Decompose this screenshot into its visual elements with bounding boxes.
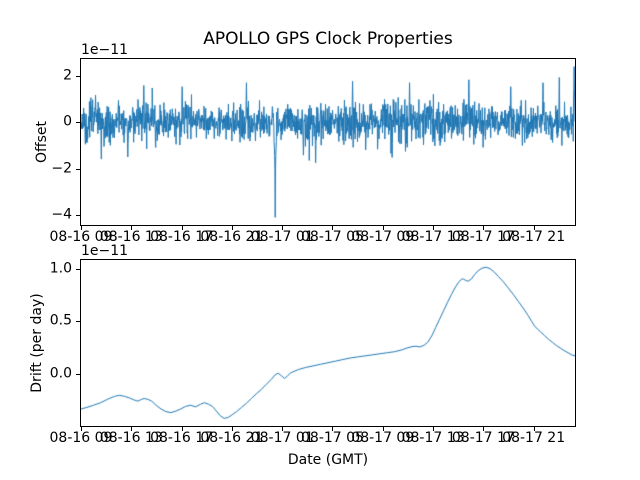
y-tick-mark	[76, 122, 80, 124]
x-tick-label: 08-16 21	[200, 229, 264, 245]
x-tick-mark	[81, 226, 82, 230]
y-tick-label: 0.0	[49, 365, 72, 382]
x-tick-label: 08-17 17	[451, 229, 515, 245]
x-tick-mark	[131, 226, 133, 230]
x-tick-mark	[231, 226, 233, 230]
x-tick-mark	[282, 226, 284, 230]
x-tick-label: 08-17 01	[250, 229, 314, 245]
x-tick-mark	[332, 427, 334, 431]
x-tick-label: 08-17 05	[301, 229, 364, 245]
y-tick-mark	[76, 76, 80, 78]
x-tick-label: 08-16 21	[200, 430, 264, 446]
drift-axis-label: Drift (per day)	[29, 293, 45, 393]
x-tick-mark	[181, 427, 183, 431]
x-tick-label: 08-17 21	[502, 229, 566, 245]
y-tick-label: −2	[51, 160, 72, 176]
x-tick-mark	[131, 427, 133, 431]
offset-axis-label: Offset	[34, 120, 50, 164]
x-tick-mark	[382, 226, 384, 230]
x-tick-mark	[483, 226, 485, 230]
offset-plot-area	[80, 58, 576, 226]
x-tick-label: 08-16 13	[99, 229, 163, 245]
x-tick-label: 08-16 13	[99, 430, 163, 446]
x-tick-label: 08-17 05	[301, 430, 364, 446]
offset-y-scale-exponent: 1e−11	[81, 42, 129, 58]
x-tick-mark	[433, 427, 435, 431]
x-tick-mark	[332, 226, 334, 230]
chart-title: APOLLO GPS Clock Properties	[203, 29, 453, 49]
x-tick-label: 08-16 17	[150, 229, 214, 245]
x-tick-mark	[81, 427, 82, 431]
y-tick-label: −4	[51, 206, 72, 223]
x-tick-label: 08-17 13	[401, 229, 465, 245]
x-tick-label: 08-17 01	[250, 430, 314, 446]
y-tick-label: 0	[63, 113, 72, 130]
x-tick-label: 08-16 09	[49, 430, 113, 446]
x-tick-label: 08-17 09	[351, 229, 415, 245]
y-tick-mark	[76, 321, 80, 323]
x-tick-mark	[382, 427, 384, 431]
drift-plot-area	[80, 259, 576, 427]
x-tick-mark	[533, 226, 535, 230]
x-tick-mark	[282, 427, 284, 431]
x-tick-label: 08-17 17	[451, 430, 515, 446]
x-tick-mark	[433, 226, 435, 230]
y-tick-label: 2	[63, 67, 72, 84]
y-tick-mark	[76, 373, 80, 375]
x-tick-mark	[533, 427, 535, 431]
x-tick-label: 08-16 17	[150, 430, 214, 446]
x-tick-label: 08-17 21	[502, 430, 566, 446]
x-tick-label: 08-17 09	[351, 430, 415, 446]
x-tick-mark	[231, 427, 233, 431]
drift-series-canvas	[81, 260, 575, 426]
x-tick-mark	[181, 226, 183, 230]
date-axis-label: Date (GMT)	[287, 452, 369, 468]
y-tick-mark	[76, 268, 80, 270]
x-tick-mark	[483, 427, 485, 431]
y-tick-label: 1.0	[49, 260, 72, 277]
offset-series-canvas	[81, 59, 575, 225]
x-tick-label: 08-16 09	[49, 229, 113, 245]
y-tick-mark	[76, 168, 80, 170]
y-tick-label: 0.5	[49, 312, 72, 329]
x-tick-label: 08-17 13	[401, 430, 465, 446]
y-tick-mark	[76, 214, 80, 216]
drift-y-scale-exponent: 1e−11	[81, 243, 129, 259]
